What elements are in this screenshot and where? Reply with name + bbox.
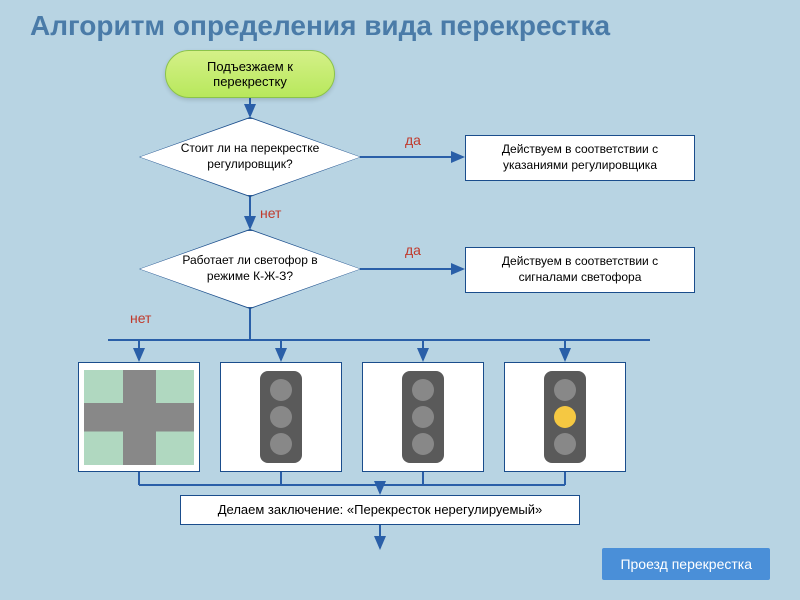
conclusion-box: Делаем заключение: «Перекресток нерегули…: [180, 495, 580, 525]
start-node: Подъезжаем к перекрестку: [165, 50, 335, 98]
label-no: нет: [130, 310, 151, 326]
panel-trafficlight-off: [220, 362, 342, 472]
traffic-light-icon: [260, 371, 302, 463]
label-no: нет: [260, 205, 281, 221]
panel-trafficlight-off: [362, 362, 484, 472]
label-yes: да: [405, 242, 421, 258]
traffic-light-icon: [402, 371, 444, 463]
panel-trafficlight-yellow: [504, 362, 626, 472]
panel-intersection: [78, 362, 200, 472]
footer-button[interactable]: Проезд перекрестка: [602, 548, 770, 580]
action-regulator: Действуем в соответствии с указаниями ре…: [465, 135, 695, 181]
traffic-light-icon: [544, 371, 586, 463]
label-yes: да: [405, 132, 421, 148]
action-trafficlight: Действуем в соответствии с сигналами све…: [465, 247, 695, 293]
intersection-icon: [84, 370, 194, 465]
